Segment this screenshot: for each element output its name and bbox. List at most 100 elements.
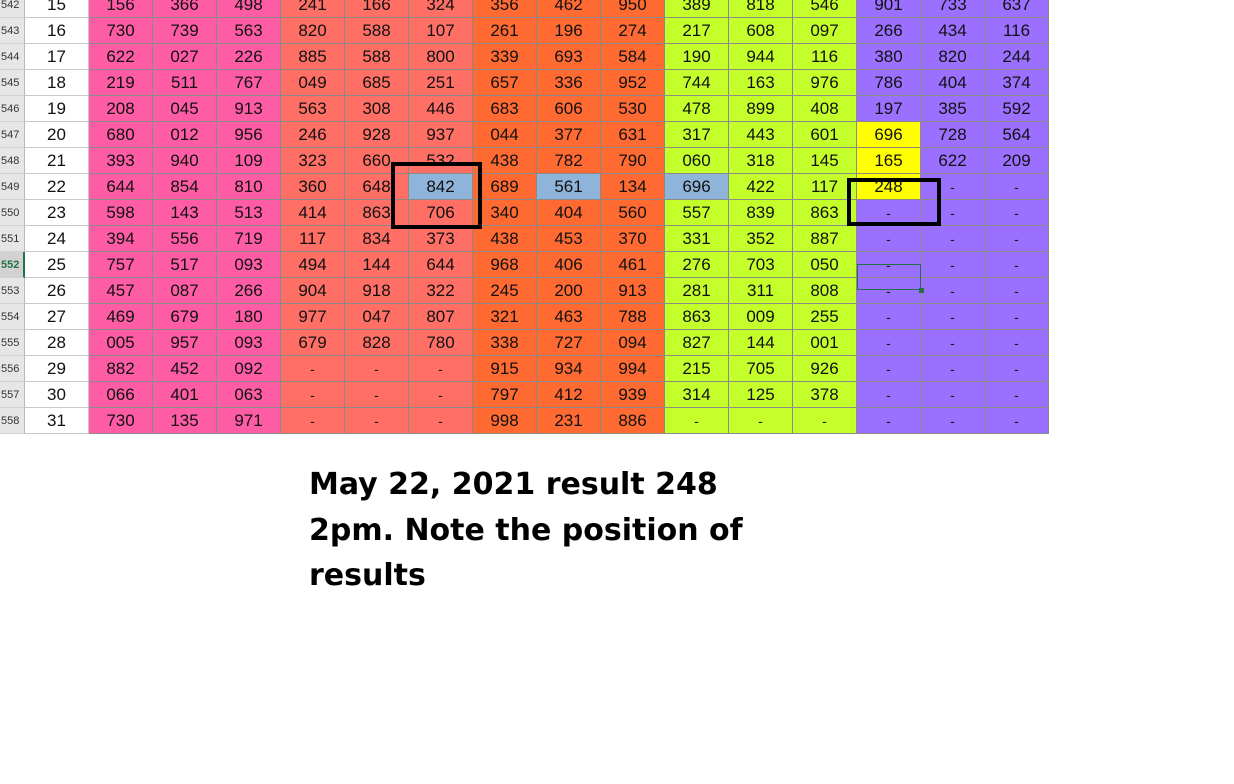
grid-cell[interactable]: 767	[217, 70, 281, 96]
grid-cell[interactable]: -	[921, 226, 985, 252]
grid-cell[interactable]: -	[985, 252, 1049, 278]
grid-cell[interactable]: -	[985, 382, 1049, 408]
day-cell[interactable]: 26	[25, 278, 89, 304]
grid-cell[interactable]: 408	[793, 96, 857, 122]
grid-cell[interactable]: 739	[153, 18, 217, 44]
grid-cell[interactable]: 788	[601, 304, 665, 330]
grid-cell[interactable]: 790	[601, 148, 665, 174]
grid-cell[interactable]: -	[793, 408, 857, 434]
grid-cell[interactable]: 266	[857, 18, 921, 44]
grid-cell[interactable]: 882	[89, 356, 153, 382]
grid-cell[interactable]: 842	[409, 174, 473, 200]
grid-cell[interactable]: 899	[729, 96, 793, 122]
day-cell[interactable]: 27	[25, 304, 89, 330]
row-header[interactable]: 553	[0, 278, 25, 304]
grid-cell[interactable]: 469	[89, 304, 153, 330]
grid-cell[interactable]: 050	[793, 252, 857, 278]
grid-cell[interactable]: -	[921, 200, 985, 226]
grid-cell[interactable]: 918	[345, 278, 409, 304]
grid-cell[interactable]: -	[857, 252, 921, 278]
grid-cell[interactable]: 939	[601, 382, 665, 408]
grid-cell[interactable]: 404	[537, 200, 601, 226]
grid-cell[interactable]: 438	[473, 148, 537, 174]
day-cell[interactable]: 28	[25, 330, 89, 356]
grid-cell[interactable]: 453	[537, 226, 601, 252]
grid-cell[interactable]: 546	[793, 0, 857, 18]
grid-cell[interactable]: 564	[985, 122, 1049, 148]
grid-cell[interactable]: 530	[601, 96, 665, 122]
grid-cell[interactable]: 356	[473, 0, 537, 18]
grid-cell[interactable]: 956	[217, 122, 281, 148]
grid-cell[interactable]: 389	[665, 0, 729, 18]
grid-cell[interactable]: 998	[473, 408, 537, 434]
grid-cell[interactable]: 060	[665, 148, 729, 174]
grid-cell[interactable]: 696	[857, 122, 921, 148]
grid-cell[interactable]: 463	[537, 304, 601, 330]
grid-cell[interactable]: 727	[537, 330, 601, 356]
grid-cell[interactable]: 027	[153, 44, 217, 70]
grid-cell[interactable]: 246	[281, 122, 345, 148]
grid-cell[interactable]: 644	[409, 252, 473, 278]
day-cell[interactable]: 20	[25, 122, 89, 148]
grid-cell[interactable]: 622	[921, 148, 985, 174]
grid-cell[interactable]: 606	[537, 96, 601, 122]
grid-cell[interactable]: -	[345, 408, 409, 434]
grid-cell[interactable]: 281	[665, 278, 729, 304]
grid-cell[interactable]: 231	[537, 408, 601, 434]
grid-cell[interactable]: 144	[729, 330, 793, 356]
grid-cell[interactable]: 005	[89, 330, 153, 356]
grid-cell[interactable]: 757	[89, 252, 153, 278]
grid-cell[interactable]: -	[857, 408, 921, 434]
grid-cell[interactable]: 163	[729, 70, 793, 96]
grid-cell[interactable]: 366	[153, 0, 217, 18]
grid-cell[interactable]: 940	[153, 148, 217, 174]
grid-cell[interactable]: 370	[601, 226, 665, 252]
grid-cell[interactable]: 685	[345, 70, 409, 96]
grid-cell[interactable]: 820	[921, 44, 985, 70]
grid-cell[interactable]: 588	[345, 44, 409, 70]
grid-cell[interactable]: 314	[665, 382, 729, 408]
day-cell[interactable]: 22	[25, 174, 89, 200]
grid-cell[interactable]: 854	[153, 174, 217, 200]
row-header[interactable]: 548	[0, 148, 25, 174]
grid-cell[interactable]: 385	[921, 96, 985, 122]
grid-cell[interactable]: 820	[281, 18, 345, 44]
day-cell[interactable]: 15	[25, 0, 89, 18]
grid-cell[interactable]: -	[921, 252, 985, 278]
grid-cell[interactable]: 683	[473, 96, 537, 122]
row-header[interactable]: 542	[0, 0, 25, 18]
grid-cell[interactable]: 208	[89, 96, 153, 122]
grid-cell[interactable]: -	[985, 408, 1049, 434]
grid-cell[interactable]: -	[985, 174, 1049, 200]
grid-cell[interactable]: 215	[665, 356, 729, 382]
grid-cell[interactable]: 937	[409, 122, 473, 148]
grid-cell[interactable]: 733	[921, 0, 985, 18]
grid-cell[interactable]: 944	[729, 44, 793, 70]
grid-cell[interactable]: 338	[473, 330, 537, 356]
row-header[interactable]: 544	[0, 44, 25, 70]
grid-cell[interactable]: 818	[729, 0, 793, 18]
grid-cell[interactable]: 414	[281, 200, 345, 226]
grid-cell[interactable]: 637	[985, 0, 1049, 18]
grid-cell[interactable]: 462	[537, 0, 601, 18]
grid-cell[interactable]: -	[985, 356, 1049, 382]
day-cell[interactable]: 29	[25, 356, 89, 382]
grid-cell[interactable]: 404	[921, 70, 985, 96]
grid-cell[interactable]: 679	[153, 304, 217, 330]
grid-cell[interactable]: 478	[665, 96, 729, 122]
grid-cell[interactable]: 200	[537, 278, 601, 304]
row-header[interactable]: 552	[0, 252, 25, 278]
grid-cell[interactable]: 563	[217, 18, 281, 44]
grid-cell[interactable]: 393	[89, 148, 153, 174]
grid-cell[interactable]: 904	[281, 278, 345, 304]
grid-cell[interactable]: 705	[729, 356, 793, 382]
grid-cell[interactable]: 863	[665, 304, 729, 330]
grid-cell[interactable]: -	[985, 200, 1049, 226]
grid-cell[interactable]: -	[921, 330, 985, 356]
grid-cell[interactable]: 592	[985, 96, 1049, 122]
grid-cell[interactable]: 044	[473, 122, 537, 148]
grid-cell[interactable]: 598	[89, 200, 153, 226]
grid-cell[interactable]: 680	[89, 122, 153, 148]
grid-cell[interactable]: -	[921, 304, 985, 330]
grid-cell[interactable]: 828	[345, 330, 409, 356]
